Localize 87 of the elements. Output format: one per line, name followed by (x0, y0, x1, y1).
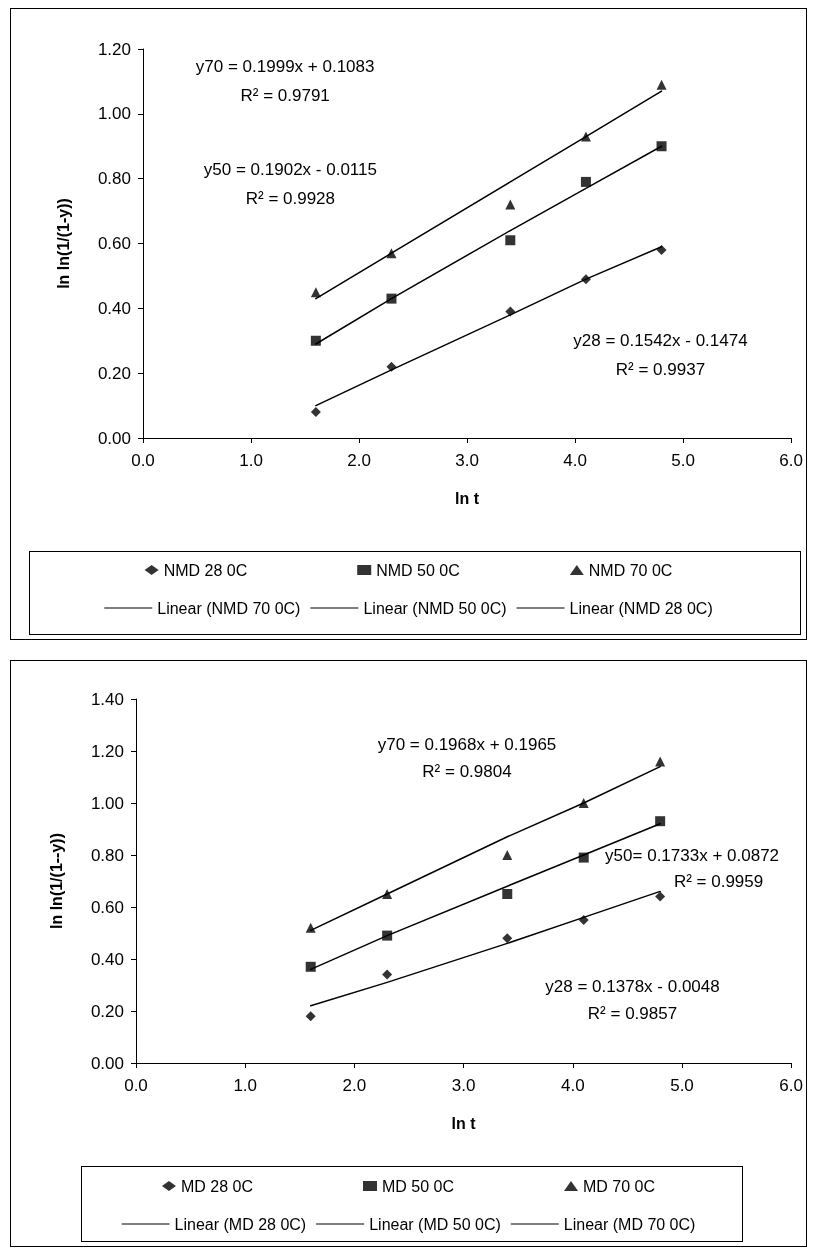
x-tick-label: 4.0 (563, 451, 587, 470)
y-tick-label: 0.60 (97, 234, 131, 253)
x-tick-label: 3.0 (451, 1076, 476, 1095)
y-tick-label: 1.20 (90, 741, 124, 761)
x-tick-label: 1.0 (239, 451, 263, 470)
y-tick-label: 0.00 (97, 428, 131, 448)
y-tick-label: 0.00 (90, 1053, 124, 1073)
point (502, 850, 513, 860)
x-tick-label: 3.0 (455, 451, 479, 470)
annotation: y50= 0.1733x + 0.0872 (605, 846, 780, 866)
y-tick-label: 1.20 (97, 39, 131, 59)
x-tick-label: 2.0 (342, 1076, 367, 1095)
x-tick-label: 1.0 (233, 1076, 258, 1095)
legend-label: Linear (NMD 50 0C) (363, 599, 507, 617)
legend-label: NMD 28 0C (163, 561, 248, 579)
y-tick-label: 1.00 (90, 793, 124, 813)
annotation: y70 = 0.1968x + 0.1965 (377, 735, 557, 754)
point (655, 816, 666, 827)
annotation: y28 = 0.1542x - 0.1474 (573, 331, 748, 351)
annotation: R² = 0.9937 (615, 360, 706, 380)
x-axis-title: ln t (451, 1114, 477, 1132)
legend-label: MD 28 0C (180, 1177, 253, 1195)
point (656, 141, 667, 152)
x-tick-label: 0.0 (124, 1076, 148, 1095)
y-tick-label: 0.80 (97, 169, 131, 189)
point (578, 852, 589, 863)
annotation: R² = 0.9857 (587, 1004, 678, 1024)
annotation: R² = 0.9959 (673, 871, 764, 891)
x-tick-label: 6.0 (779, 1076, 803, 1095)
y-tick-label: 1.40 (90, 689, 124, 709)
legend-label: Linear (MD 70 0C) (563, 1215, 696, 1233)
point (656, 79, 667, 90)
point (305, 1011, 316, 1022)
legend-label: NMD 50 0C (376, 561, 460, 579)
annotation: y70 = 0.1999x + 0.1083 (195, 57, 375, 77)
point (382, 969, 393, 980)
legend-label: Linear (MD 50 0C) (369, 1215, 501, 1233)
annotation: R² = 0.9791 (240, 86, 330, 106)
point (578, 915, 589, 925)
point (386, 293, 397, 304)
point (386, 248, 397, 259)
y-tick-label: 0.20 (90, 1001, 124, 1021)
x-tick-label: 5.0 (671, 451, 695, 470)
legend-label: Linear (NMD 70 0C) (157, 599, 301, 617)
point (655, 756, 666, 767)
x-tick-label: 4.0 (560, 1076, 585, 1095)
point (305, 961, 316, 972)
x-axis-title: ln t (455, 489, 480, 507)
y-tick-label: 0.40 (97, 298, 131, 318)
point (580, 176, 591, 187)
legend-label: Linear (MD 28 0C) (174, 1215, 307, 1233)
y-axis-title: ln ln(1/(1--y)) (47, 833, 65, 929)
legend-label: MD 50 0C (381, 1177, 455, 1195)
point (502, 889, 513, 899)
x-tick-label: 5.0 (670, 1076, 694, 1095)
point (505, 306, 516, 317)
annotation: R² = 0.9928 (245, 189, 336, 209)
y-axis-title: ln ln(1/(1-y)) (54, 198, 72, 289)
annotation: R² = 0.9804 (422, 762, 512, 782)
annotation: y28 = 0.1378x - 0.0048 (545, 977, 720, 997)
legend-label: Linear (NMD 28 0C) (569, 599, 713, 617)
point (505, 235, 516, 246)
point (310, 287, 321, 298)
y-tick-label: 0.80 (90, 845, 124, 865)
point (578, 798, 589, 808)
y-tick-label: 0.40 (90, 949, 124, 969)
legend-label: MD 70 0C (583, 1177, 656, 1195)
y-tick-label: 0.60 (90, 897, 124, 917)
point (655, 891, 666, 902)
x-tick-label: 0.0 (131, 451, 155, 470)
point (505, 199, 516, 210)
point (382, 930, 393, 941)
point (305, 922, 316, 933)
point (382, 889, 393, 899)
y-tick-label: 1.00 (97, 104, 131, 124)
point (580, 131, 591, 142)
point (310, 407, 321, 418)
annotation: y50 = 0.1902x - 0.0115 (203, 160, 377, 180)
point (502, 933, 513, 944)
legend-label: NMD 70 0C (588, 561, 673, 579)
point (656, 244, 667, 255)
x-tick-label: 2.0 (347, 451, 371, 470)
x-tick-label: 6.0 (779, 451, 803, 470)
point (310, 335, 321, 346)
point (386, 361, 397, 372)
point (580, 274, 591, 285)
y-tick-label: 0.20 (97, 363, 131, 383)
